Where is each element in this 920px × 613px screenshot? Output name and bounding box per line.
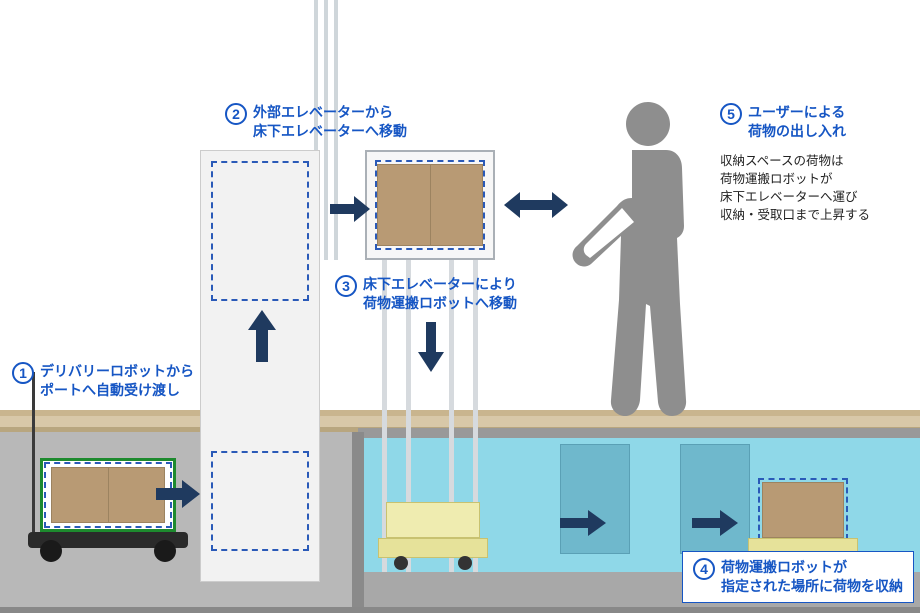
storage-door-2: [680, 444, 750, 554]
step-1-label: 1 デリバリーロボットから ポートへ自動受け渡し: [12, 362, 194, 400]
base-line: [0, 607, 920, 613]
diagram-stage: 1 デリバリーロボットから ポートへ自動受け渡し 2 外部エレベーターから 床下…: [0, 0, 920, 613]
step-2-label: 2 外部エレベーターから 床下エレベーターへ移動: [225, 103, 407, 141]
step-5-note: 収納スペースの荷物は 荷物運搬ロボットが 床下エレベーターへ運び 収納・受取口ま…: [720, 152, 870, 225]
arrow-right-icon: [330, 196, 370, 222]
step-number-badge: 3: [335, 275, 357, 297]
wheel-icon: [40, 540, 62, 562]
underground-wall: [352, 432, 364, 613]
underfloor-elevator-dash: [375, 160, 485, 250]
step-text: デリバリーロボットから ポートへ自動受け渡し: [40, 362, 194, 400]
arrow-right-icon: [156, 480, 200, 508]
arrow-double-icon: [504, 192, 568, 218]
carrier-robot-1: [378, 492, 488, 570]
wheel-icon: [458, 556, 472, 570]
step-text: ユーザーによる 荷物の出し入れ: [748, 103, 846, 141]
storage-door-1: [560, 444, 630, 554]
arrow-right-icon: [692, 510, 738, 536]
step-4-label: 4 荷物運搬ロボットが 指定された場所に荷物を収納: [682, 551, 914, 603]
wheel-icon: [394, 556, 408, 570]
person-silhouette-icon: [560, 96, 710, 416]
step-number-badge: 1: [12, 362, 34, 384]
step-text: 外部エレベーターから 床下エレベーターへ移動: [253, 103, 407, 141]
step-number-badge: 5: [720, 103, 742, 125]
external-elevator: [200, 150, 320, 582]
carrier-package-dash: [758, 478, 848, 540]
underfloor-elevator-cage: [365, 150, 495, 260]
external-elevator-lower-dash: [211, 451, 309, 551]
step-text: 床下エレベーターにより 荷物運搬ロボットへ移動: [363, 275, 517, 313]
step-5-label: 5 ユーザーによる 荷物の出し入れ: [720, 103, 846, 141]
arrow-right-icon: [560, 510, 606, 536]
step-3-label: 3 床下エレベーターにより 荷物運搬ロボットへ移動: [335, 275, 517, 313]
step-number-badge: 4: [693, 558, 715, 580]
external-elevator-cage-dash: [211, 161, 309, 301]
arrow-down-icon: [418, 322, 444, 372]
robot-package-dash: [44, 462, 172, 528]
arrow-up-icon: [248, 310, 276, 362]
step-text: 荷物運搬ロボットが 指定された場所に荷物を収納: [721, 558, 903, 596]
step-number-badge: 2: [225, 103, 247, 125]
wheel-icon: [154, 540, 176, 562]
